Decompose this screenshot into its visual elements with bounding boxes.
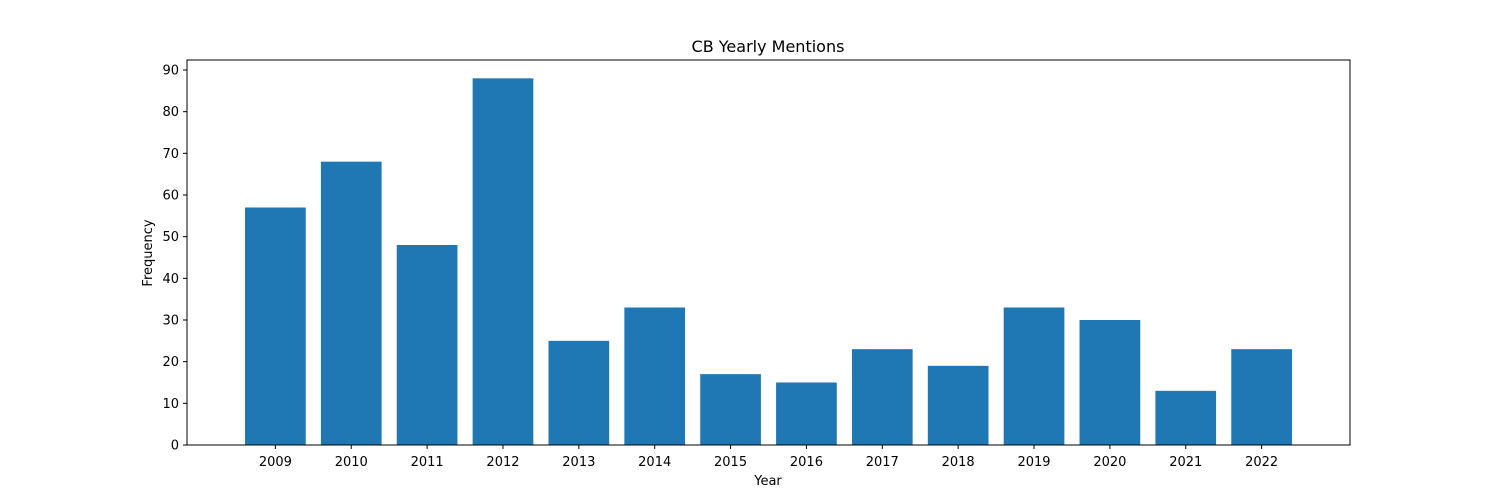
bar-2010 [320, 161, 382, 445]
bar-2014 [624, 307, 686, 445]
x-tick-label: 2016 [790, 455, 823, 470]
y-tick-label: 80 [162, 105, 179, 120]
x-tick-label: 2020 [1093, 455, 1126, 470]
chart-title: CB Yearly Mentions [692, 37, 845, 56]
plot-frame [186, 59, 1351, 446]
bar-2020 [1079, 320, 1141, 445]
y-tick-label: 20 [162, 355, 179, 370]
x-tick-label: 2012 [486, 455, 519, 470]
bar-2015 [700, 374, 761, 445]
x-tick-label: 2018 [942, 455, 975, 470]
y-tick-label: 40 [162, 272, 179, 287]
y-tick-label: 50 [162, 230, 179, 245]
x-tick-label: 2019 [1017, 455, 1050, 470]
y-tick-label: 0 [171, 439, 179, 454]
bar-2021 [1155, 390, 1217, 445]
bar-2009 [245, 207, 306, 445]
bar-2018 [927, 365, 989, 445]
bar-2016 [776, 382, 837, 445]
x-tick-label: 2017 [866, 455, 899, 470]
x-axis-label: Year [753, 474, 782, 489]
bar-2019 [1003, 307, 1065, 445]
bars-group [245, 78, 1292, 445]
bar-2022 [1231, 349, 1292, 445]
x-tick-label: 2013 [562, 455, 595, 470]
y-tick-label: 60 [162, 189, 179, 204]
bar-2012 [472, 78, 534, 445]
y-axis-label: Frequency [141, 219, 156, 286]
y-tick-label: 30 [162, 314, 179, 329]
bar-2011 [396, 245, 458, 445]
y-tick-label: 10 [162, 397, 179, 412]
x-tick-label: 2015 [714, 455, 747, 470]
x-tick-label: 2009 [259, 455, 292, 470]
x-axis: 2009 2010 2011 2012 2013 2014 2015 2016 2017 2018… [259, 445, 1278, 470]
x-tick-label: 2011 [411, 455, 444, 470]
x-tick-label: 2021 [1169, 455, 1202, 470]
y-tick-label: 70 [162, 147, 179, 162]
x-tick-label: 2022 [1245, 455, 1278, 470]
y-tick-label: 90 [162, 64, 179, 79]
x-tick-label: 2014 [638, 455, 671, 470]
bar-2017 [851, 349, 913, 445]
bar-2013 [548, 340, 610, 445]
x-tick-label: 2010 [335, 455, 368, 470]
y-axis: 0 10 20 30 40 50 60 70 80 90 [162, 64, 187, 454]
